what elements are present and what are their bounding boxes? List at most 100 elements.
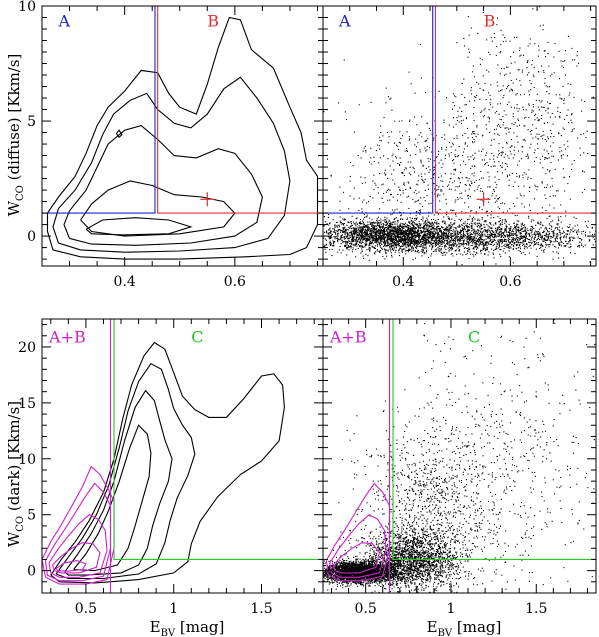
scatter-point <box>362 255 364 257</box>
scatter-point <box>521 146 523 148</box>
scatter-point <box>506 88 508 90</box>
scatter-point <box>416 232 418 234</box>
scatter-point <box>414 236 416 238</box>
scatter-point <box>389 226 391 228</box>
scatter-point <box>416 246 418 248</box>
scatter-point <box>341 229 343 231</box>
scatter-point <box>446 242 448 244</box>
scatter-point <box>380 246 382 248</box>
scatter-point <box>438 243 440 245</box>
scatter-point <box>382 225 384 227</box>
scatter-point <box>554 116 556 118</box>
scatter-point <box>440 241 442 243</box>
scatter-point <box>525 229 527 231</box>
scatter-point <box>343 227 345 229</box>
scatter-point <box>556 190 558 192</box>
scatter-point <box>371 239 373 241</box>
scatter-point <box>522 227 524 229</box>
scatter-point <box>373 231 375 233</box>
scatter-point <box>383 192 385 194</box>
scatter-point <box>449 219 451 221</box>
scatter-point <box>559 97 561 99</box>
scatter-point <box>448 232 450 234</box>
scatter-point <box>384 231 386 233</box>
scatter-point <box>508 223 510 225</box>
scatter-point <box>484 164 486 166</box>
scatter-point <box>447 241 449 243</box>
scatter-point <box>525 235 527 237</box>
scatter-point <box>386 228 388 230</box>
scatter-point <box>365 149 367 151</box>
scatter-point <box>386 240 388 242</box>
scatter-point <box>472 219 474 221</box>
scatter-point <box>459 107 461 109</box>
scatter-point <box>470 180 472 182</box>
scatter-point <box>366 243 368 245</box>
scatter-point <box>486 162 488 164</box>
scatter-point <box>392 231 394 233</box>
scatter-point <box>429 234 431 236</box>
scatter-point <box>385 237 387 239</box>
scatter-point <box>448 217 450 219</box>
scatter-point <box>448 229 450 231</box>
scatter-point <box>460 242 462 244</box>
scatter-point <box>450 249 452 251</box>
scatter-point <box>588 240 590 242</box>
scatter-point <box>376 244 378 246</box>
scatter-point <box>412 259 414 261</box>
scatter-point <box>397 232 399 234</box>
scatter-point <box>460 231 462 233</box>
scatter-point <box>543 106 545 108</box>
scatter-point <box>400 247 402 249</box>
scatter-point <box>344 232 346 234</box>
scatter-point <box>369 195 371 197</box>
scatter-point <box>394 120 396 122</box>
scatter-point <box>475 211 477 213</box>
scatter-point <box>356 234 358 236</box>
scatter-point <box>576 55 578 57</box>
scatter-point <box>421 237 423 239</box>
scatter-point <box>360 226 362 228</box>
scatter-point <box>474 242 476 244</box>
scatter-point <box>510 247 512 249</box>
scatter-point <box>475 230 477 232</box>
scatter-point <box>457 233 459 235</box>
scatter-point <box>483 246 485 248</box>
scatter-point <box>533 227 535 229</box>
scatter-point <box>361 223 363 225</box>
scatter-point <box>526 231 528 233</box>
scatter-point <box>358 239 360 241</box>
scatter-point <box>415 247 417 249</box>
scatter-point <box>485 154 487 156</box>
scatter-point <box>466 247 468 249</box>
scatter-point <box>356 234 358 236</box>
scatter-point <box>499 221 501 223</box>
scatter-point <box>335 230 337 232</box>
scatter-point <box>405 232 407 234</box>
scatter-point <box>420 232 422 234</box>
scatter-point <box>410 229 412 231</box>
scatter-point <box>463 160 465 162</box>
scatter-point <box>396 227 398 229</box>
scatter-point <box>388 239 390 241</box>
scatter-point <box>351 243 353 245</box>
scatter-point <box>491 40 493 42</box>
scatter-point <box>454 237 456 239</box>
scatter-point <box>426 230 428 232</box>
scatter-point <box>520 227 522 229</box>
scatter-point <box>417 241 419 243</box>
scatter-point <box>412 233 414 235</box>
scatter-point <box>391 155 393 157</box>
scatter-point <box>514 242 516 244</box>
scatter-point <box>323 225 325 227</box>
scatter-point <box>433 218 435 220</box>
scatter-point <box>465 224 467 226</box>
scatter-point <box>457 186 459 188</box>
scatter-point <box>569 243 571 245</box>
plot-area <box>323 6 596 266</box>
scatter-point <box>428 237 430 239</box>
scatter-point <box>349 227 351 229</box>
scatter-point <box>487 164 489 166</box>
scatter-point <box>504 218 506 220</box>
scatter-point <box>461 211 463 213</box>
